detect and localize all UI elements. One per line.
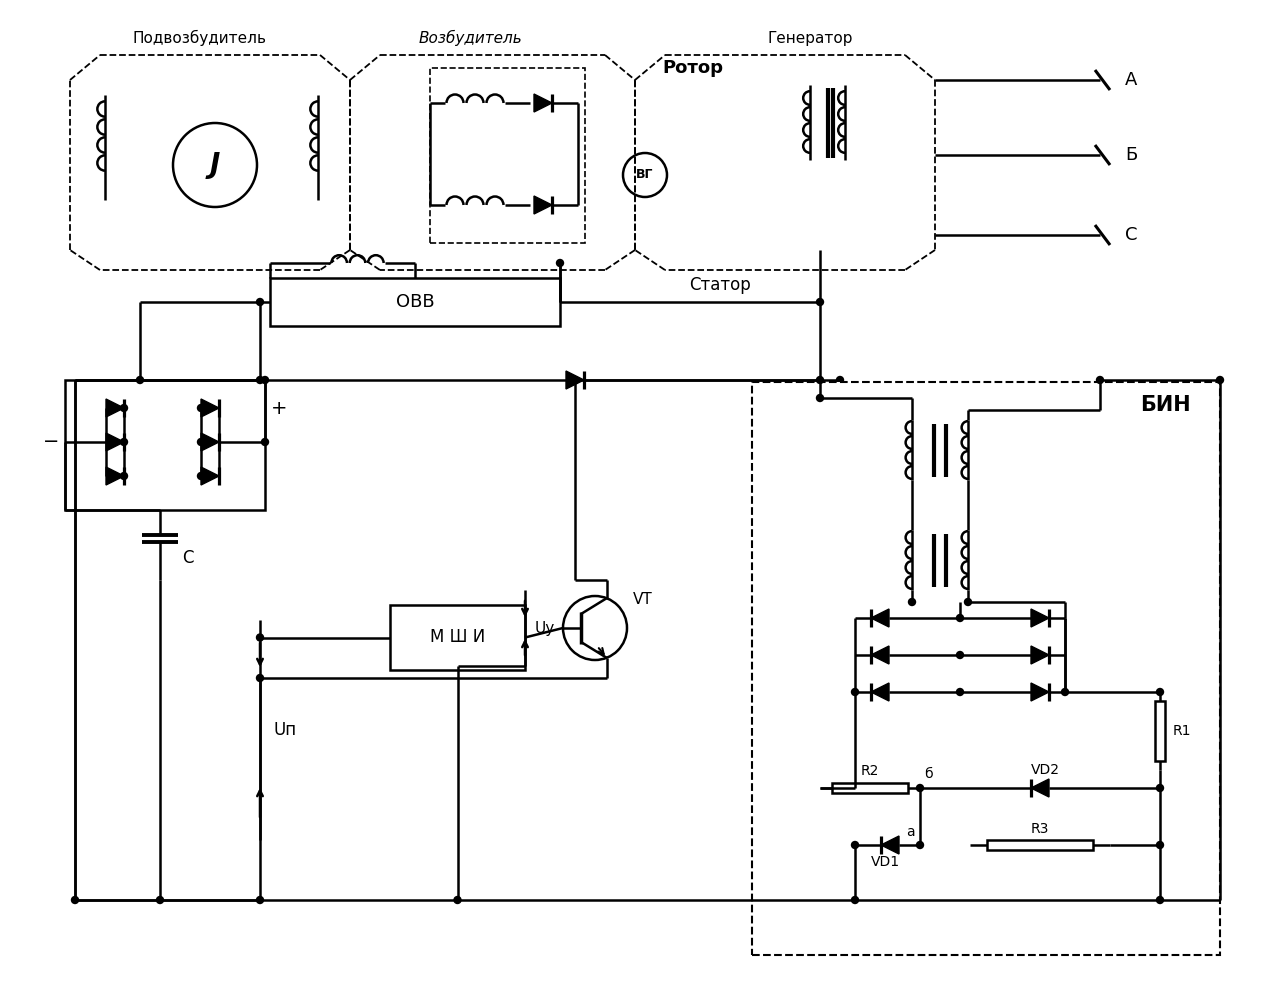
Polygon shape	[107, 467, 124, 485]
Circle shape	[1156, 896, 1164, 903]
Circle shape	[1061, 689, 1068, 696]
Text: R3: R3	[1030, 822, 1049, 836]
Text: Б: Б	[1126, 146, 1137, 164]
Bar	[753, 382, 1220, 955]
Polygon shape	[1030, 779, 1049, 797]
Text: R1: R1	[1173, 724, 1192, 738]
Text: ОВВ: ОВВ	[396, 293, 434, 311]
Circle shape	[964, 598, 972, 605]
Text: Uу: Uу	[534, 621, 555, 636]
Text: VT: VT	[633, 592, 652, 607]
Text: М Ш И: М Ш И	[430, 629, 485, 646]
Text: VD1: VD1	[871, 855, 900, 869]
Text: VD2: VD2	[1030, 763, 1060, 777]
Circle shape	[816, 298, 824, 305]
Circle shape	[261, 377, 269, 384]
Polygon shape	[871, 609, 890, 627]
Bar	[65, 380, 265, 510]
Circle shape	[156, 896, 164, 903]
Text: J: J	[209, 151, 221, 179]
Circle shape	[261, 439, 269, 446]
Text: Ротор: Ротор	[662, 59, 723, 77]
Circle shape	[916, 841, 924, 848]
Circle shape	[256, 634, 264, 641]
Bar	[430, 68, 585, 243]
Circle shape	[1156, 784, 1164, 791]
Circle shape	[851, 841, 859, 848]
Text: Uп: Uп	[273, 721, 297, 739]
Text: БИН: БИН	[1140, 395, 1190, 415]
Polygon shape	[566, 371, 584, 389]
Circle shape	[256, 674, 264, 682]
Circle shape	[454, 896, 461, 903]
Circle shape	[1217, 377, 1223, 384]
Circle shape	[816, 395, 824, 401]
Circle shape	[256, 896, 264, 903]
Circle shape	[957, 689, 963, 696]
Circle shape	[137, 377, 143, 384]
Polygon shape	[881, 836, 898, 854]
Circle shape	[71, 896, 79, 903]
Text: Генератор: Генератор	[768, 31, 853, 45]
Circle shape	[957, 614, 963, 622]
Circle shape	[256, 298, 264, 305]
Polygon shape	[1030, 683, 1049, 701]
Bar	[832, 783, 909, 793]
Circle shape	[851, 689, 859, 696]
Polygon shape	[201, 433, 220, 451]
Circle shape	[836, 377, 844, 384]
Circle shape	[1156, 841, 1164, 848]
Circle shape	[816, 377, 824, 384]
Text: ВГ: ВГ	[636, 168, 654, 181]
Text: Подвозбудитель: Подвозбудитель	[133, 30, 266, 46]
Text: +: +	[270, 399, 287, 417]
Text: Возбудитель: Возбудитель	[418, 30, 522, 46]
Circle shape	[1096, 377, 1104, 384]
Circle shape	[957, 651, 963, 658]
Polygon shape	[201, 399, 220, 417]
Polygon shape	[1030, 609, 1049, 627]
Polygon shape	[534, 196, 552, 214]
Circle shape	[851, 784, 859, 791]
Polygon shape	[107, 433, 124, 451]
Polygon shape	[107, 399, 124, 417]
Circle shape	[121, 472, 127, 479]
Circle shape	[198, 439, 204, 446]
Circle shape	[121, 439, 127, 446]
Text: −: −	[43, 433, 60, 452]
Text: А: А	[1126, 71, 1137, 89]
Circle shape	[557, 260, 563, 267]
Text: б: б	[924, 767, 933, 781]
Circle shape	[916, 784, 924, 791]
Bar	[270, 278, 560, 326]
Polygon shape	[1030, 646, 1049, 664]
Bar	[390, 605, 525, 670]
Circle shape	[121, 404, 127, 411]
Circle shape	[198, 472, 204, 479]
Polygon shape	[871, 646, 890, 664]
Text: Статор: Статор	[689, 276, 751, 294]
Bar	[987, 840, 1093, 850]
Text: а: а	[906, 825, 915, 839]
Text: С: С	[1126, 226, 1137, 244]
Circle shape	[256, 377, 264, 384]
Circle shape	[909, 598, 915, 605]
Polygon shape	[871, 683, 890, 701]
Circle shape	[1156, 689, 1164, 696]
Circle shape	[198, 404, 204, 411]
Text: С: С	[183, 549, 194, 567]
Text: R2: R2	[860, 764, 879, 778]
Polygon shape	[201, 467, 220, 485]
Polygon shape	[534, 94, 552, 112]
Circle shape	[851, 896, 859, 903]
Bar	[1155, 702, 1165, 761]
Circle shape	[571, 377, 579, 384]
